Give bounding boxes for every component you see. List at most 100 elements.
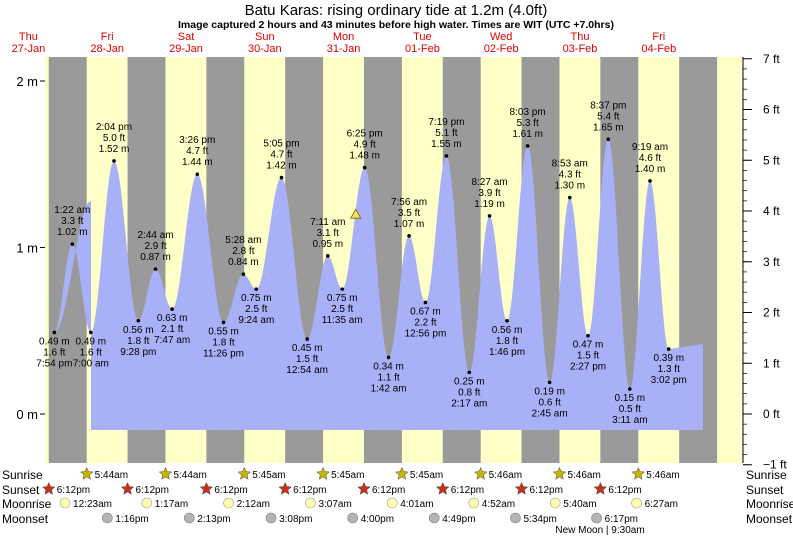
tide-curve bbox=[54, 139, 704, 431]
moonrise-time: 1:17am bbox=[155, 499, 188, 510]
high-tide-time: 7:56 am bbox=[391, 197, 427, 208]
moonrise-time: 2:12am bbox=[237, 499, 270, 510]
sunrise-star-icon bbox=[79, 466, 94, 480]
tide-extreme-point bbox=[325, 254, 330, 258]
moonset-time: 5:34pm bbox=[523, 514, 556, 525]
right-axis-tick-label: 2 ft bbox=[763, 306, 780, 320]
day-header-date: 02-Feb bbox=[484, 43, 519, 55]
tide-extreme-point bbox=[567, 195, 572, 200]
moonrise-icon bbox=[549, 497, 561, 509]
high-tide-time: 7:11 am bbox=[310, 217, 345, 228]
row-label-right-moonset: Moonset bbox=[746, 512, 793, 526]
low-tide-metres: 0.75 m bbox=[327, 293, 358, 304]
moonrise-time: 4:52am bbox=[482, 499, 515, 510]
high-tide-feet: 4.6 ft bbox=[639, 153, 661, 164]
right-axis-tick-label: 7 ft bbox=[763, 52, 780, 66]
sunset-time: 6:12pm bbox=[608, 485, 641, 496]
sunrise-time: 5:45am bbox=[331, 470, 364, 481]
low-tide-time: 7:47 am bbox=[154, 335, 190, 346]
tide-extreme-point bbox=[136, 318, 141, 323]
tide-extreme-point bbox=[52, 330, 57, 335]
low-tide-metres: 0.49 m bbox=[75, 336, 106, 347]
row-label-left-sunrise: Sunrise bbox=[2, 468, 43, 482]
day-header-date: 28-Jan bbox=[90, 43, 124, 55]
low-tide-metres: 0.25 m bbox=[454, 376, 485, 387]
day-header-date: 31-Jan bbox=[327, 43, 361, 55]
low-tide-feet: 2.1 ft bbox=[161, 324, 183, 335]
high-tide-metres: 0.87 m bbox=[140, 252, 171, 263]
low-tide-metres: 0.39 m bbox=[653, 353, 684, 364]
tide-extreme-point bbox=[170, 307, 174, 311]
tide-extreme-point bbox=[254, 287, 259, 291]
row-label-left-moonrise: Moonrise bbox=[2, 497, 52, 511]
tide-extreme-point bbox=[444, 154, 449, 158]
high-tide-feet: 5.1 ft bbox=[435, 128, 457, 139]
low-tide-time: 7:54 pm bbox=[36, 358, 72, 369]
low-tide-metres: 0.75 m bbox=[241, 293, 272, 304]
sunset-time: 6:12pm bbox=[530, 485, 563, 496]
moonrise-icon bbox=[631, 497, 642, 509]
low-tide-time: 1:46 pm bbox=[489, 347, 525, 358]
day-header-date: 04-Feb bbox=[641, 43, 676, 55]
low-tide-time: 7:00 am bbox=[73, 358, 109, 369]
high-tide-feet: 2.8 ft bbox=[232, 246, 254, 257]
moonset-time: 6:17pm bbox=[605, 514, 638, 525]
sunrise-star-icon bbox=[158, 466, 173, 480]
sunset-star-icon bbox=[41, 481, 56, 495]
high-tide-feet: 5.4 ft bbox=[597, 111, 619, 122]
low-tide-metres: 0.34 m bbox=[373, 361, 404, 372]
high-tide-metres: 0.95 m bbox=[312, 239, 343, 250]
tide-extreme-point bbox=[112, 159, 116, 163]
sunset-star-icon bbox=[199, 481, 214, 495]
tide-extreme-point bbox=[606, 137, 611, 142]
moonrise-time: 4:01am bbox=[400, 499, 433, 510]
tide-extreme-point bbox=[547, 380, 552, 385]
moonrise-icon bbox=[59, 497, 71, 509]
sunrise-star-icon bbox=[395, 466, 409, 480]
sunrise-time: 5:44am bbox=[95, 470, 128, 481]
tide-extreme-point bbox=[221, 320, 226, 325]
moonrise-icon bbox=[468, 497, 480, 509]
tide-extreme-point bbox=[586, 333, 590, 338]
high-tide-metres: 1.42 m bbox=[266, 161, 297, 172]
moonrise-icon bbox=[305, 497, 316, 509]
moonset-icon bbox=[347, 512, 359, 524]
high-tide-time: 8:03 pm bbox=[510, 107, 546, 118]
low-tide-time: 11:35 am bbox=[322, 315, 363, 326]
row-label-right-sunrise: Sunrise bbox=[746, 468, 787, 482]
high-tide-metres: 1.48 m bbox=[349, 151, 380, 162]
sunset-time: 6:12pm bbox=[57, 485, 90, 496]
low-tide-time: 2:17 am bbox=[451, 398, 487, 409]
high-tide-time: 8:53 am bbox=[552, 159, 588, 170]
moonrise-icon bbox=[141, 497, 153, 509]
day-header-name: Thu bbox=[19, 31, 38, 43]
day-header-date: 27-Jan bbox=[12, 43, 46, 55]
high-tide-time: 7:19 pm bbox=[428, 117, 464, 128]
sunset-star-icon bbox=[357, 481, 371, 495]
low-tide-metres: 0.56 m bbox=[123, 325, 154, 336]
tide-extreme-point bbox=[648, 179, 652, 183]
low-tide-feet: 1.6 ft bbox=[43, 347, 65, 358]
sunset-star-icon bbox=[435, 481, 450, 495]
sunrise-time: 5:46am bbox=[646, 470, 679, 481]
low-tide-feet: 1.3 ft bbox=[658, 364, 680, 375]
day-header-name: Tue bbox=[413, 31, 432, 43]
high-tide-time: 9:19 am bbox=[632, 142, 668, 153]
low-tide-metres: 0.45 m bbox=[292, 343, 323, 354]
day-header-name: Sun bbox=[255, 31, 275, 43]
low-tide-time: 11:26 pm bbox=[203, 348, 244, 359]
day-header-date: 03-Feb bbox=[563, 43, 598, 55]
high-tide-metres: 1.52 m bbox=[99, 144, 130, 155]
high-tide-metres: 0.84 m bbox=[228, 257, 259, 268]
right-axis-tick-label: 6 ft bbox=[763, 103, 780, 117]
high-tide-metres: 1.30 m bbox=[554, 181, 585, 192]
tide-extreme-point bbox=[386, 355, 391, 360]
row-label-left-sunset: Sunset bbox=[2, 483, 40, 497]
moonrise-time: 3:07am bbox=[318, 499, 351, 510]
tide-extreme-point bbox=[423, 300, 428, 305]
right-axis-tick-label: 5 ft bbox=[763, 153, 780, 167]
high-tide-metres: 1.40 m bbox=[635, 164, 666, 175]
high-tide-metres: 1.07 m bbox=[394, 219, 425, 230]
low-tide-feet: 1.5 ft bbox=[577, 351, 599, 362]
low-tide-feet: 2.2 ft bbox=[414, 317, 436, 328]
